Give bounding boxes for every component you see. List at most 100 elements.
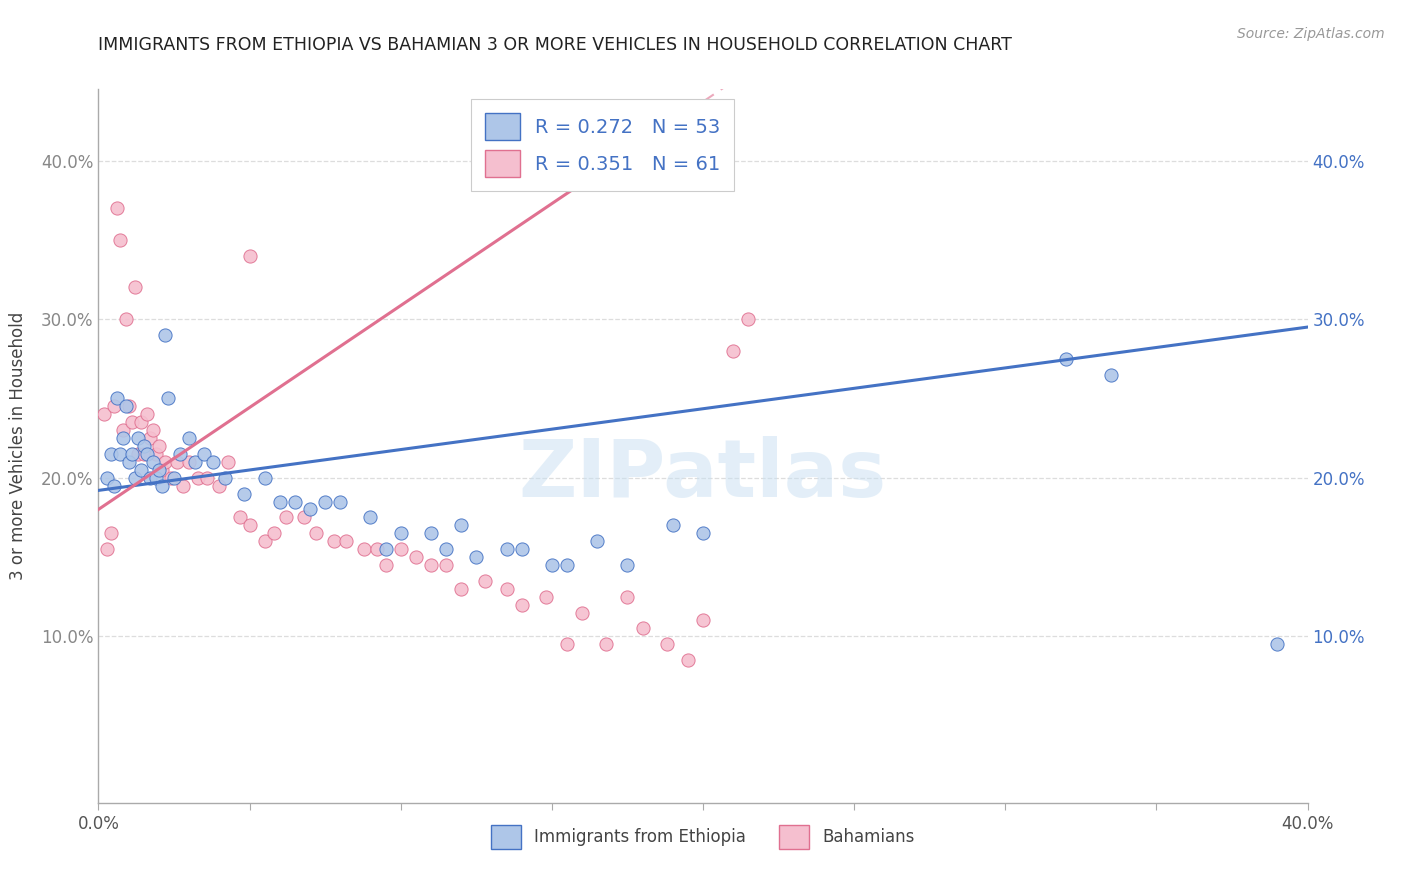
Point: [616, 558, 638, 572]
Point: [108, 233, 131, 247]
Point: [655, 637, 678, 651]
Point: [150, 463, 173, 477]
Point: [474, 574, 496, 588]
Point: [510, 598, 533, 612]
Point: [217, 455, 239, 469]
Point: [676, 653, 699, 667]
Point: [389, 542, 412, 557]
Point: [661, 518, 683, 533]
Point: [353, 542, 375, 557]
Point: [269, 494, 291, 508]
Point: [96, 542, 118, 557]
Point: [142, 423, 165, 437]
Point: [118, 400, 141, 414]
Point: [253, 534, 276, 549]
Point: [179, 431, 201, 445]
Point: [239, 518, 262, 533]
Point: [103, 400, 125, 414]
Point: [105, 392, 128, 406]
Point: [124, 280, 146, 294]
Point: [127, 447, 149, 461]
Point: [1054, 351, 1077, 366]
Point: [114, 400, 136, 414]
Point: [495, 582, 517, 596]
Point: [510, 542, 533, 557]
Point: [208, 478, 231, 492]
Point: [148, 463, 170, 477]
Point: [571, 606, 593, 620]
Point: [374, 558, 396, 572]
Text: IMMIGRANTS FROM ETHIOPIA VS BAHAMIAN 3 OR MORE VEHICLES IN HOUSEHOLD CORRELATION: IMMIGRANTS FROM ETHIOPIA VS BAHAMIAN 3 O…: [98, 36, 1012, 54]
Point: [374, 542, 396, 557]
Point: [132, 447, 155, 461]
Point: [202, 455, 225, 469]
Point: [172, 478, 194, 492]
Point: [153, 328, 176, 343]
Point: [179, 455, 201, 469]
Point: [93, 407, 115, 421]
Point: [323, 534, 346, 549]
Point: [111, 423, 134, 437]
Legend: Immigrants from Ethiopia, Bahamians: Immigrants from Ethiopia, Bahamians: [481, 815, 925, 859]
Point: [692, 614, 714, 628]
Point: [169, 447, 191, 461]
Point: [1267, 637, 1289, 651]
Point: [111, 431, 134, 445]
Point: [184, 455, 207, 469]
Point: [586, 534, 609, 549]
Point: [253, 471, 276, 485]
Y-axis label: 3 or more Vehicles in Household: 3 or more Vehicles in Household: [10, 312, 27, 580]
Point: [100, 447, 122, 461]
Point: [108, 447, 131, 461]
Point: [450, 582, 472, 596]
Point: [160, 471, 183, 485]
Point: [148, 439, 170, 453]
Point: [692, 526, 714, 541]
Point: [465, 549, 488, 564]
Point: [135, 407, 157, 421]
Point: [127, 431, 149, 445]
Point: [166, 455, 188, 469]
Point: [495, 542, 517, 557]
Point: [139, 471, 162, 485]
Point: [299, 502, 322, 516]
Point: [420, 558, 443, 572]
Point: [103, 478, 125, 492]
Point: [434, 542, 457, 557]
Point: [540, 558, 562, 572]
Point: [153, 455, 176, 469]
Point: [150, 478, 173, 492]
Point: [114, 312, 136, 326]
Text: Source: ZipAtlas.com: Source: ZipAtlas.com: [1237, 27, 1385, 41]
Point: [139, 431, 162, 445]
Point: [232, 486, 254, 500]
Point: [314, 494, 336, 508]
Point: [263, 526, 285, 541]
Point: [420, 526, 443, 541]
Point: [329, 494, 352, 508]
Point: [121, 447, 143, 461]
Point: [723, 343, 745, 358]
Point: [187, 471, 209, 485]
Point: [193, 447, 215, 461]
Point: [156, 392, 179, 406]
Point: [1099, 368, 1122, 382]
Point: [145, 471, 167, 485]
Point: [305, 526, 328, 541]
Point: [274, 510, 297, 524]
Point: [555, 637, 578, 651]
Point: [366, 542, 388, 557]
Point: [360, 510, 382, 524]
Point: [229, 510, 252, 524]
Point: [121, 415, 143, 429]
Point: [284, 494, 307, 508]
Point: [292, 510, 315, 524]
Point: [129, 415, 152, 429]
Point: [132, 439, 155, 453]
Point: [434, 558, 457, 572]
Point: [96, 471, 118, 485]
Point: [195, 471, 218, 485]
Point: [145, 447, 167, 461]
Point: [135, 447, 157, 461]
Point: [118, 455, 141, 469]
